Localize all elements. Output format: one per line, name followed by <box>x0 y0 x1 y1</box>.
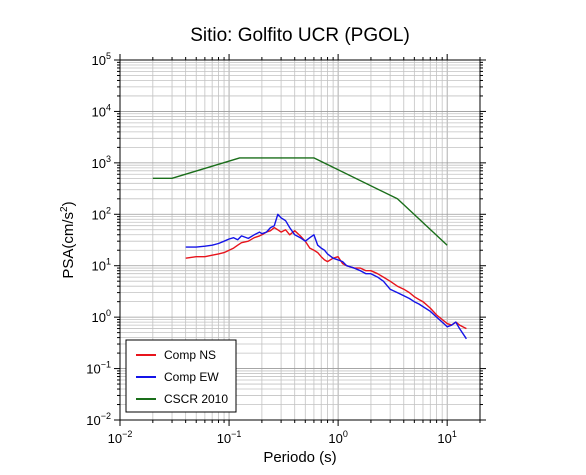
y-tick-label: 10−1 <box>86 360 111 377</box>
x-tick-label: 10−1 <box>217 429 242 446</box>
y-tick-label: 103 <box>92 154 111 171</box>
y-tick-label: 100 <box>92 308 111 325</box>
y-tick-label: 105 <box>92 51 111 68</box>
grid <box>119 59 481 421</box>
plot-frame <box>119 59 481 421</box>
x-axis-label: Periodo (s) <box>263 449 336 466</box>
y-axis-label-base: PSA(cm/s <box>60 212 77 279</box>
x-tick-label: 100 <box>328 429 347 446</box>
legend-label-cscr-2010: CSCR 2010 <box>164 392 228 406</box>
series-layer <box>152 157 467 340</box>
y-tick-label: 102 <box>92 205 111 222</box>
series-line-comp-ew <box>185 213 467 340</box>
legend: Comp NS Comp EW CSCR 2010 <box>125 339 237 413</box>
y-tick-label: 101 <box>92 257 111 274</box>
chart-title: Sitio: Golfito UCR (PGOL) <box>190 25 410 46</box>
legend-label-comp-ns: Comp NS <box>164 348 216 362</box>
y-tick-label: 104 <box>92 102 111 119</box>
y-tick-label: 10−2 <box>86 411 111 428</box>
y-axis-label: PSA(cm/s2) <box>59 201 77 278</box>
axes: 10−2 10−1 100 101 10−2 10−1 100 101 102 103 104 105 <box>86 51 486 446</box>
x-tick-label: 10−2 <box>108 429 133 446</box>
x-tick-label: 101 <box>437 429 456 446</box>
y-axis-label-sup: 2 <box>59 206 70 212</box>
series-line-comp-ns <box>185 226 467 330</box>
y-axis-label-close: ) <box>60 201 77 206</box>
series-line-cscr-2010 <box>152 157 448 246</box>
legend-label-comp-ew: Comp EW <box>164 370 219 384</box>
